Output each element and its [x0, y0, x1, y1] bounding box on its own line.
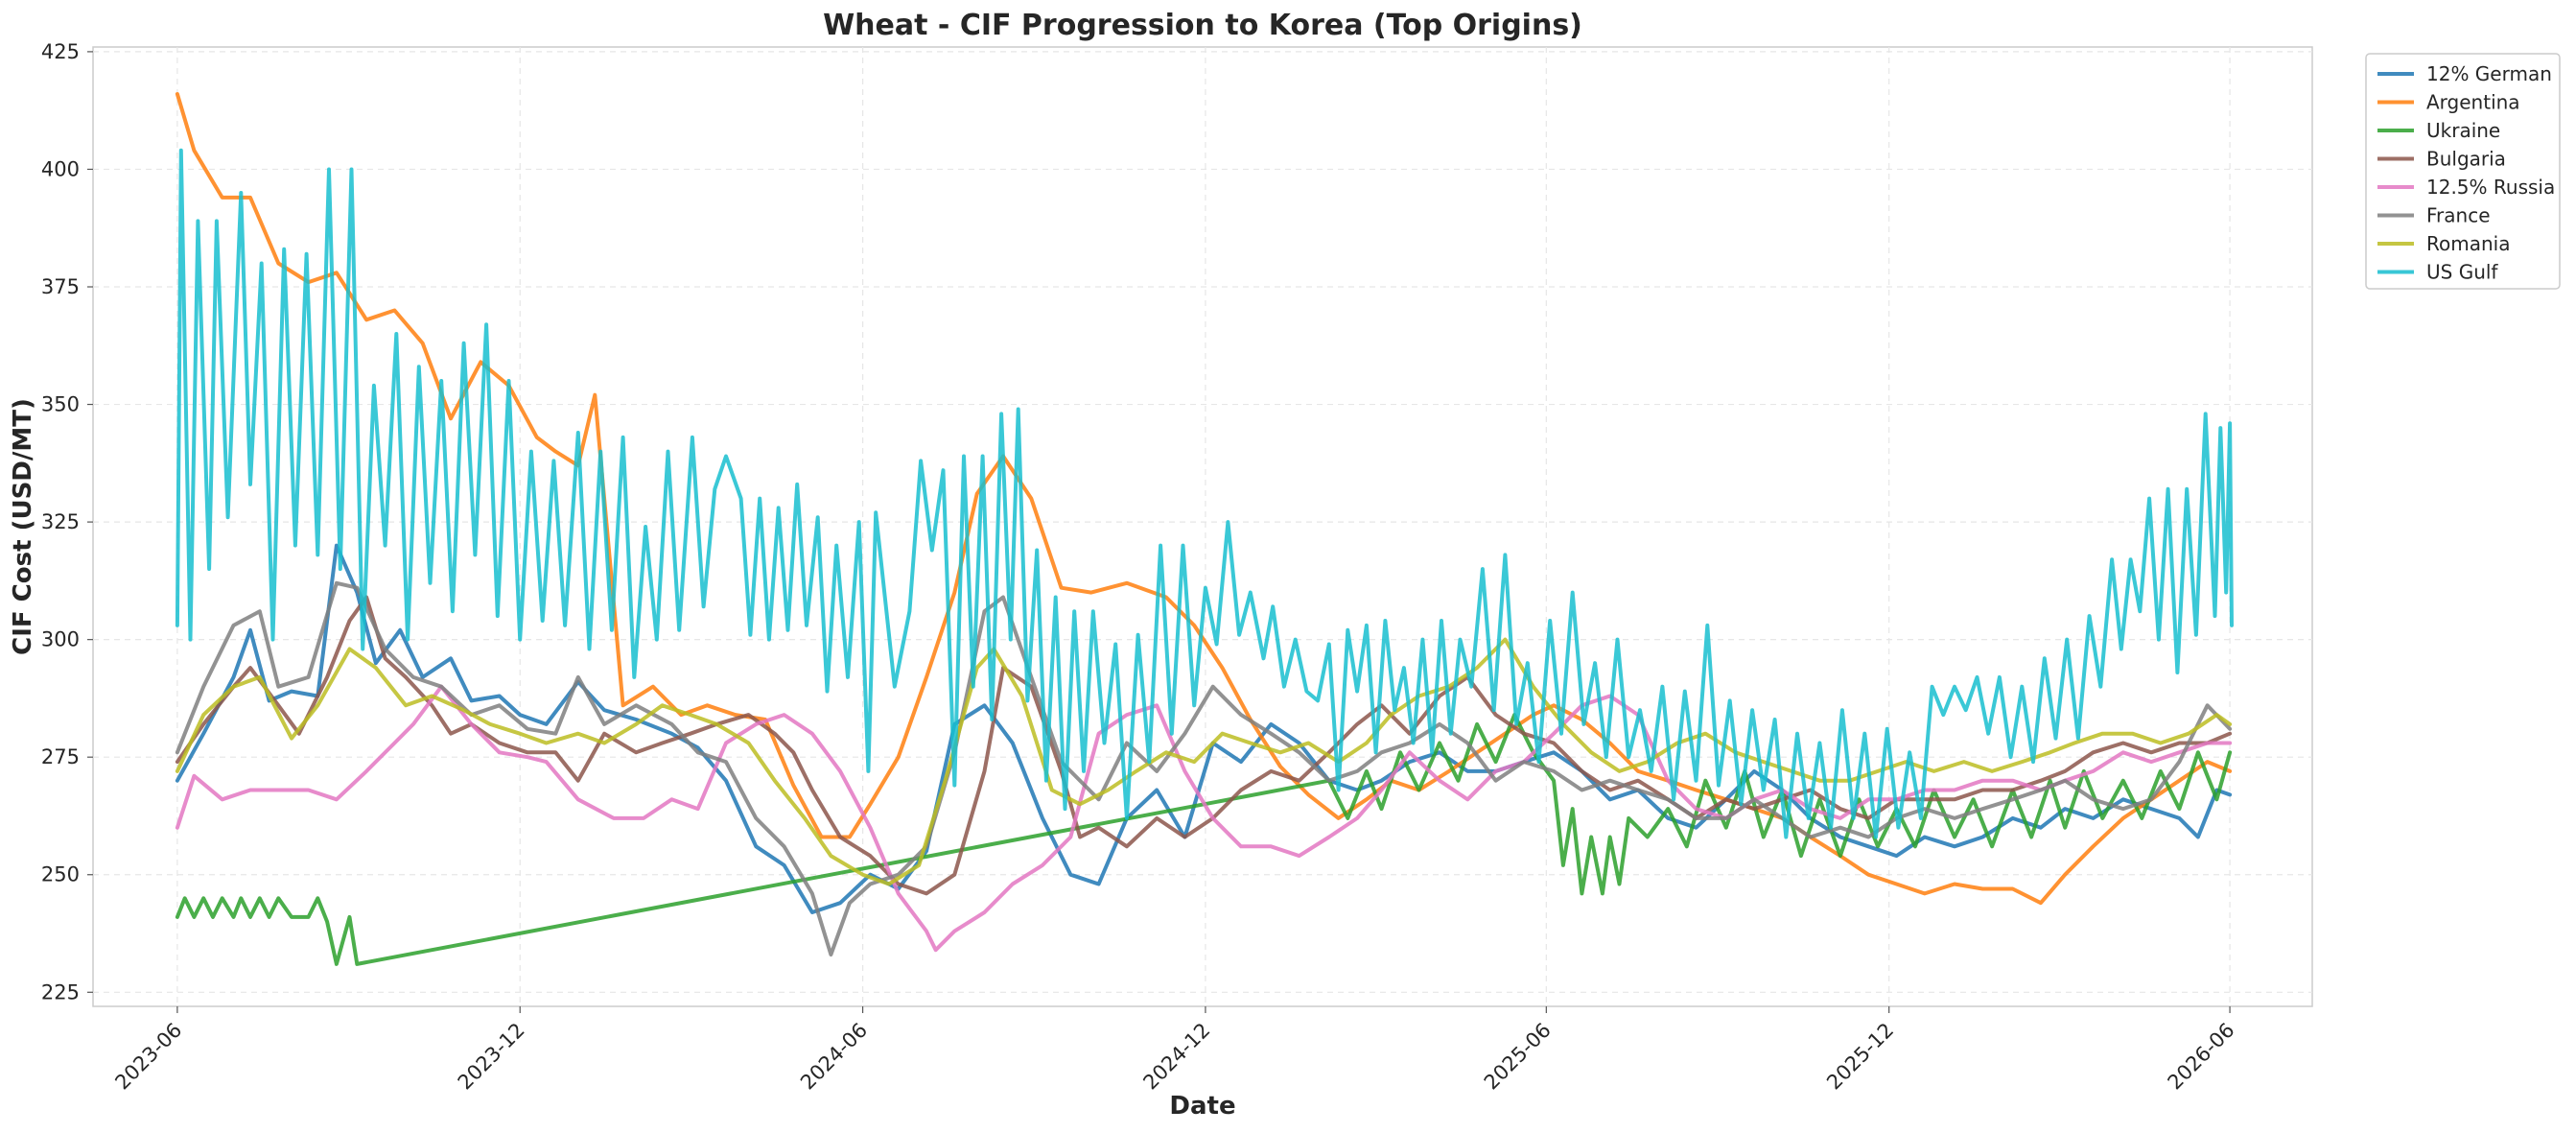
y-tick-label: 225 — [41, 980, 80, 1003]
x-tick-label: 2026-06 — [2164, 1019, 2239, 1095]
y-axis: 225 250 275 300 325 350 375 400 425 — [41, 40, 93, 1003]
series-group — [175, 92, 2234, 966]
x-tick-label: 2023-12 — [454, 1019, 529, 1095]
plot-background — [92, 46, 2313, 1007]
x-tick-label: 2024-06 — [796, 1019, 872, 1095]
chart-title: Wheat - CIF Progression to Korea (Top Or… — [823, 9, 1582, 42]
y-tick-label: 275 — [41, 745, 80, 768]
y-tick-label: 400 — [41, 157, 80, 180]
x-tick-label: 2024-12 — [1138, 1019, 1214, 1095]
series-line-1 — [175, 92, 2233, 906]
legend-label: Ukraine — [2426, 119, 2500, 142]
x-axis: 2023-06 2023-12 2024-06 2024-12 2025-06 2025-… — [110, 1006, 2239, 1095]
y-tick-label: 250 — [41, 863, 80, 886]
y-tick-label: 300 — [41, 628, 80, 651]
legend-label: 12% German — [2426, 62, 2552, 85]
legend: 12% German Argentina Ukraine Bulgaria 12.5% … — [2365, 53, 2561, 290]
series-line-7 — [175, 148, 2234, 839]
legend-label: 12.5% Russia — [2426, 176, 2555, 199]
x-tick-label: 2025-12 — [1822, 1019, 1898, 1095]
legend-frame — [2365, 53, 2561, 290]
x-tick-label: 2025-06 — [1480, 1019, 1556, 1095]
legend-label: France — [2426, 204, 2491, 227]
legend-label: US Gulf — [2426, 261, 2498, 284]
legend-label: Argentina — [2426, 91, 2520, 114]
y-tick-label: 375 — [41, 275, 80, 298]
x-tick-label: 2023-06 — [110, 1019, 186, 1095]
y-tick-label: 425 — [41, 40, 80, 63]
series-line-4 — [175, 684, 2233, 953]
y-tick-label: 325 — [41, 510, 80, 533]
legend-label: Bulgaria — [2426, 148, 2506, 171]
series-line-5 — [175, 580, 2233, 957]
legend-label: Romania — [2426, 232, 2510, 255]
series-line-6 — [175, 637, 2233, 886]
y-tick-label: 350 — [41, 393, 80, 416]
y-axis-title: CIF Cost (USD/MT) — [9, 398, 37, 655]
x-axis-title: Date — [1169, 1092, 1235, 1121]
